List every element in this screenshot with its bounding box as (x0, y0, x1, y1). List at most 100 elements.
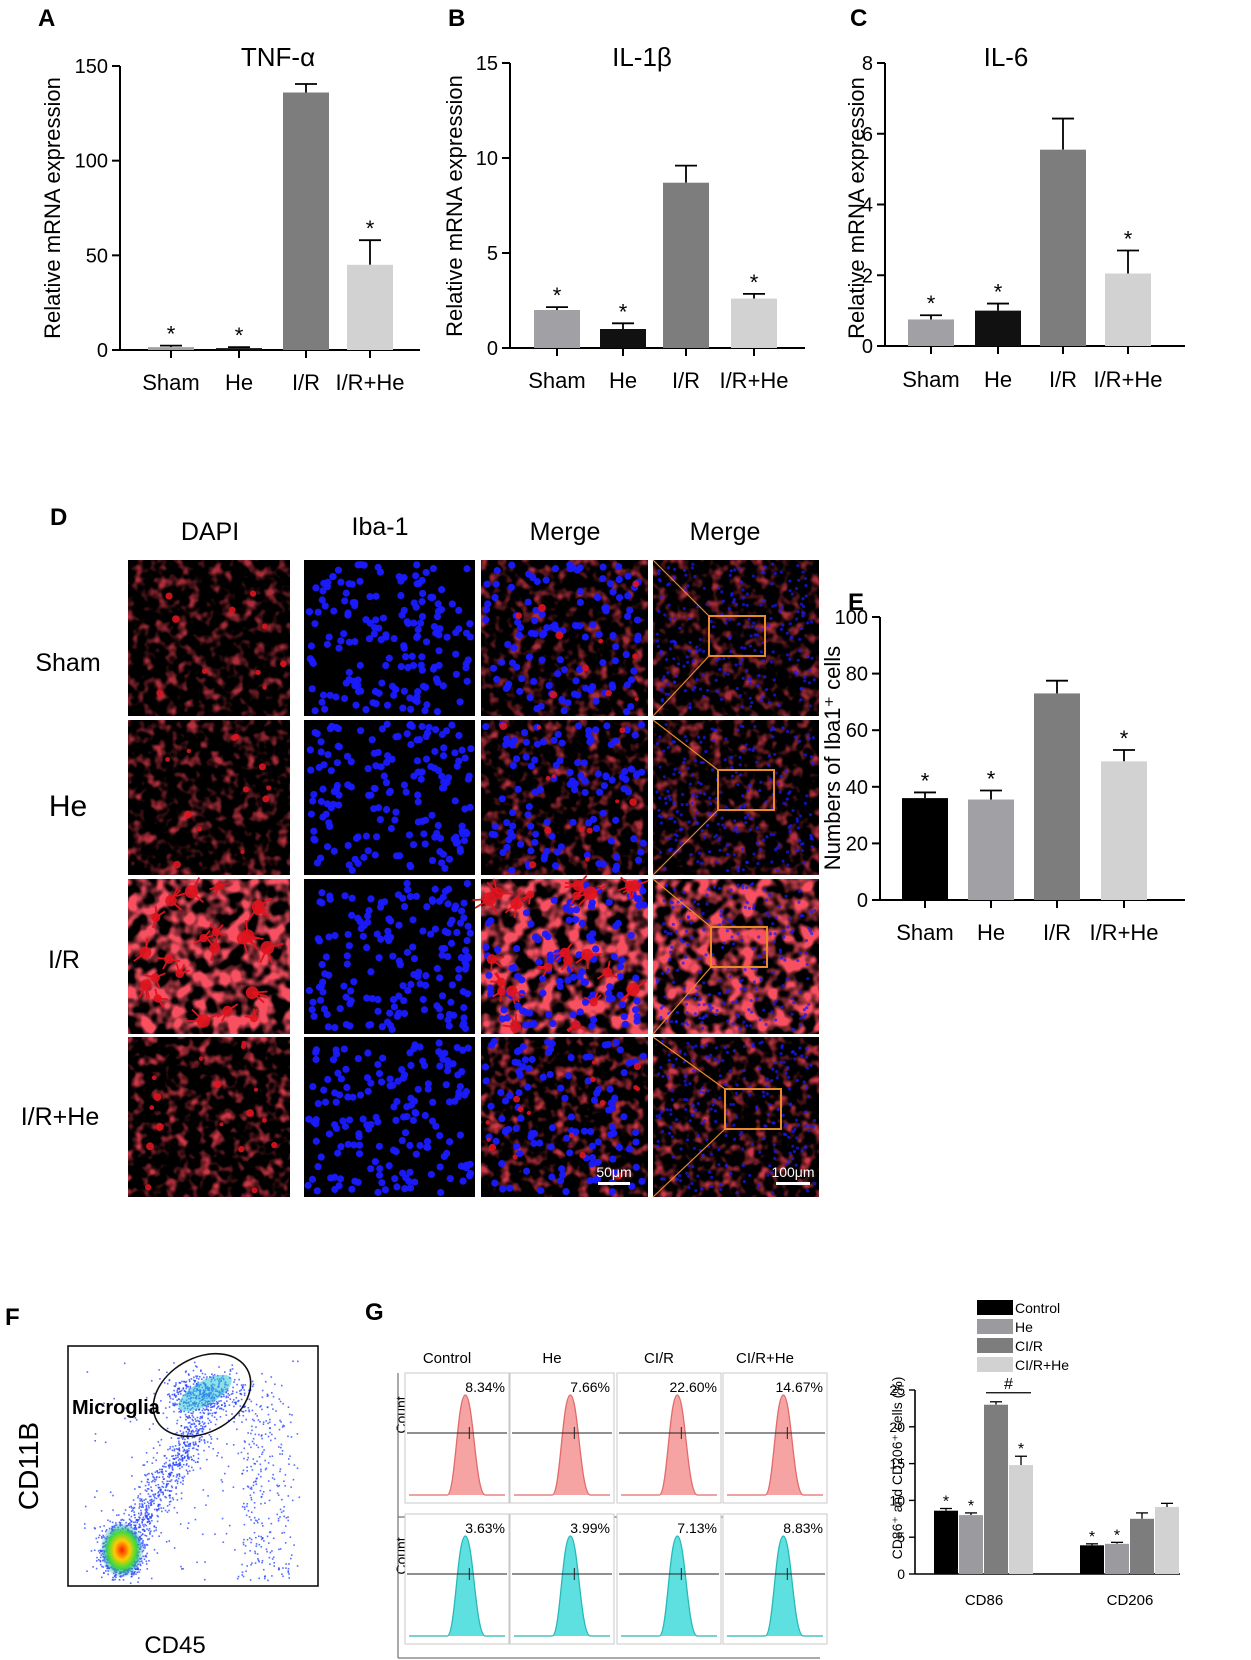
flow-event (254, 1562, 257, 1564)
nucleus (507, 583, 516, 591)
flow-event (257, 1473, 260, 1476)
nucleus (399, 894, 407, 902)
flow-event (174, 1402, 176, 1405)
flow-event (156, 1470, 158, 1472)
flow-event (258, 1455, 261, 1458)
nucleus (418, 666, 426, 674)
flow-event (166, 1505, 169, 1507)
flow-event (296, 1565, 299, 1567)
micro-tile (304, 720, 475, 875)
flow-event (251, 1409, 254, 1412)
nucleus (735, 1000, 739, 1004)
microglia-process (170, 889, 181, 902)
microglia-process (257, 897, 273, 908)
flow-event (95, 1560, 98, 1562)
flow-event (276, 1492, 279, 1495)
nucleus (778, 609, 782, 614)
nucleus (414, 791, 422, 799)
flow-event (171, 1486, 174, 1489)
nucleus (452, 650, 460, 658)
nucleus (669, 1019, 674, 1024)
nucleus (771, 971, 775, 975)
nucleus (431, 764, 439, 772)
nucleus (805, 1055, 809, 1059)
nucleus (485, 971, 493, 979)
nucleus (729, 919, 733, 924)
nucleus (772, 1156, 777, 1161)
flow-event (256, 1477, 258, 1480)
flow-event (144, 1484, 147, 1487)
nucleus (688, 782, 692, 786)
flow-event (161, 1465, 164, 1468)
nucleus (323, 843, 332, 851)
flow-event (195, 1377, 198, 1379)
flow-event (174, 1480, 177, 1482)
nucleus (312, 1055, 320, 1064)
flow-event (101, 1537, 103, 1539)
nucleus (711, 625, 716, 629)
flow-event (202, 1407, 205, 1410)
micro-tile (128, 720, 290, 875)
flow-event (101, 1576, 103, 1579)
flow-event (191, 1430, 193, 1432)
nucleus (741, 588, 745, 592)
nucleus (318, 960, 326, 969)
nucleus (666, 671, 670, 675)
red-signal-texture (481, 560, 648, 716)
flow-event (180, 1424, 183, 1427)
nucleus (685, 943, 690, 947)
microglia-process (133, 951, 146, 962)
flow-event (176, 1473, 178, 1476)
nucleus (799, 627, 804, 631)
nucleus (686, 1041, 690, 1045)
nucleus (735, 1115, 739, 1119)
flow-event (213, 1374, 216, 1376)
flow-event (279, 1516, 281, 1518)
flow-event (214, 1423, 217, 1426)
nucleus (784, 769, 788, 773)
nucleus (514, 1059, 522, 1067)
nucleus (756, 684, 760, 688)
flow-event (186, 1470, 189, 1473)
bar (731, 298, 777, 348)
nucleus (401, 1184, 409, 1193)
nucleus (623, 681, 632, 689)
nucleus (548, 1124, 557, 1132)
microglia-process (157, 998, 165, 1008)
flow-event (154, 1480, 156, 1483)
flow-event (279, 1470, 281, 1473)
nucleus (626, 606, 634, 614)
flow-event (259, 1420, 261, 1423)
flow-event (161, 1485, 163, 1488)
flow-event (185, 1415, 188, 1418)
flow-event (271, 1477, 274, 1479)
nucleus (775, 1070, 779, 1074)
flow-event (271, 1455, 274, 1457)
flow-event (184, 1381, 187, 1384)
nucleus (592, 726, 600, 734)
nucleus (757, 1067, 762, 1071)
nucleus (346, 1000, 354, 1008)
nucleus (405, 831, 414, 839)
flow-cytometry-plot: Microglia CD45 CD11B (13, 1345, 319, 1659)
flow-event (272, 1556, 275, 1559)
flow-event (214, 1402, 216, 1405)
flow-event (102, 1534, 104, 1537)
flow-event (176, 1511, 179, 1514)
flow-event (216, 1403, 218, 1405)
nucleus (796, 564, 800, 568)
legend-label: CI/R (1015, 1338, 1043, 1354)
nucleus (657, 1072, 661, 1076)
flow-event (253, 1506, 256, 1509)
nucleus (686, 766, 690, 770)
microglia-process (214, 885, 220, 896)
microglia-process (499, 991, 503, 1002)
nucleus (503, 818, 511, 827)
nucleus (322, 953, 330, 961)
nucleus (421, 683, 430, 691)
microglia-process (592, 994, 602, 1003)
nucleus (383, 701, 392, 709)
nucleus (456, 845, 464, 853)
flow-event (177, 1452, 179, 1454)
flow-event (178, 1453, 181, 1455)
